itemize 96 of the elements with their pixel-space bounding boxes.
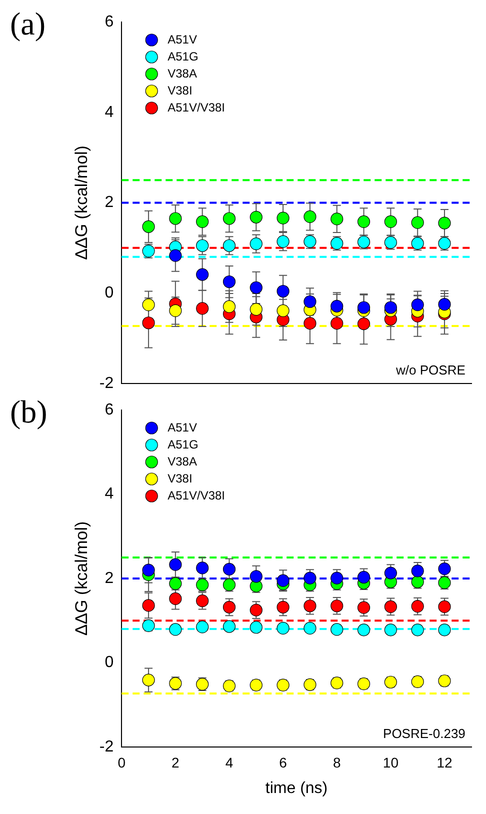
point: [196, 268, 209, 281]
point: [357, 215, 370, 228]
legend-label: V38I: [168, 83, 192, 98]
point: [438, 600, 451, 614]
y-tick-label: 0: [104, 654, 114, 672]
point: [222, 300, 236, 313]
point: [196, 239, 209, 252]
y-tick-label: 2: [104, 570, 114, 587]
point: [276, 212, 290, 224]
point: [169, 212, 182, 225]
point: [169, 592, 182, 606]
x-axis-title: time (ns): [265, 780, 328, 797]
y-axis-title: ΔΔG (kcal/mol): [72, 521, 91, 636]
y-tick-label: 0: [104, 284, 114, 302]
point: [169, 558, 182, 571]
x-tick-label: 8: [332, 754, 341, 770]
y-tick-label: 4: [104, 486, 114, 503]
point: [250, 303, 262, 316]
point: [222, 212, 236, 225]
point: [330, 300, 344, 312]
legend-label: A51V: [168, 32, 197, 46]
point: [250, 604, 262, 616]
point: [250, 210, 262, 224]
point: [411, 298, 424, 312]
y-tick-label: 6: [104, 13, 114, 30]
point: [276, 235, 290, 248]
y-tick-label: -2: [99, 738, 114, 756]
y-tick-label: 6: [104, 401, 114, 418]
point: [142, 220, 155, 233]
x-tick-label: 10: [382, 754, 399, 770]
point: [222, 600, 236, 614]
point: [196, 594, 209, 608]
point: [411, 216, 424, 229]
point: [142, 599, 155, 612]
point: [169, 249, 182, 262]
x-tick-label: 6: [279, 754, 288, 770]
point: [196, 302, 209, 315]
point: [330, 572, 344, 584]
x-tick-label: 0: [118, 754, 126, 770]
annotation: w/o POSRE: [395, 362, 466, 378]
x-tick-label: 2: [172, 754, 180, 770]
point: [357, 317, 370, 330]
point: [357, 570, 370, 584]
point: [304, 210, 316, 224]
point: [222, 275, 236, 288]
legend-label: V38A: [168, 454, 197, 468]
text: (a): [10, 5, 46, 42]
point: [304, 572, 316, 584]
point: [276, 304, 290, 317]
point: [142, 674, 155, 686]
x-tick-label: 12: [436, 754, 452, 770]
point: [357, 301, 370, 314]
legend-label: A51V/V38I: [168, 488, 225, 502]
legend-label: V38I: [168, 471, 192, 486]
point: [357, 601, 370, 614]
legend-label: V38A: [168, 66, 197, 80]
point: [196, 215, 209, 228]
point: [411, 600, 424, 613]
point: [142, 564, 155, 576]
point: [276, 284, 290, 298]
y-axis-title: ΔΔG (kcal/mol): [72, 146, 91, 260]
point: [330, 600, 344, 612]
point: [250, 238, 262, 250]
point: [384, 600, 397, 614]
point: [142, 298, 155, 312]
y-tick-label: -2: [99, 374, 114, 392]
point: [438, 298, 451, 311]
legend-label: A51V/V38I: [168, 100, 225, 114]
point: [169, 304, 182, 317]
point: [304, 317, 316, 330]
point: [384, 566, 397, 580]
point: [330, 212, 344, 226]
point: [250, 281, 262, 294]
legend-label: A51V: [168, 420, 197, 434]
point: [222, 562, 236, 576]
point: [222, 239, 236, 252]
legend-label: A51G: [168, 49, 198, 64]
point: [384, 301, 397, 314]
point: [384, 215, 397, 228]
point: [276, 600, 290, 614]
point: [411, 564, 424, 578]
point: [438, 562, 451, 576]
y-tick-label: 2: [104, 194, 114, 212]
annotation: POSRE-0.239: [383, 726, 466, 742]
x-tick-label: 4: [225, 754, 234, 770]
point: [304, 600, 316, 612]
point: [276, 574, 290, 587]
text: (b): [10, 393, 48, 430]
point: [438, 216, 451, 230]
point: [250, 570, 262, 583]
point: [330, 317, 344, 330]
point: [142, 316, 155, 330]
y-tick-label: 4: [104, 104, 114, 121]
point: [304, 295, 316, 308]
point: [196, 562, 209, 574]
legend-label: A51G: [168, 437, 198, 452]
